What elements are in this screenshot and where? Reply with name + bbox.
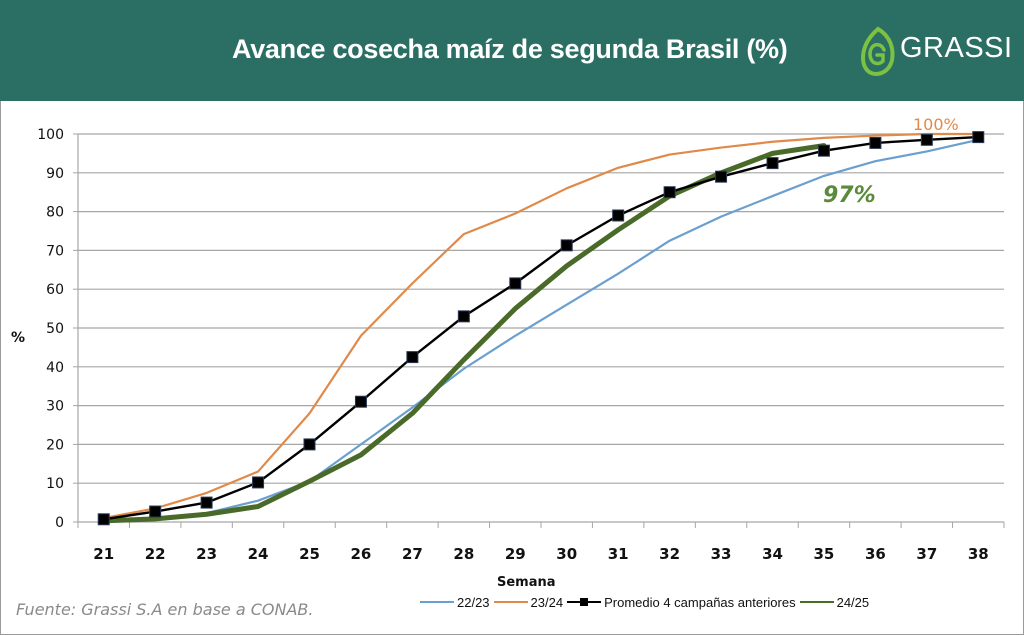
- x-tick-label: 26: [351, 545, 372, 563]
- series-23-24: [102, 132, 980, 520]
- legend-item-2223: 22/23: [420, 595, 490, 610]
- data-point-marker: [303, 438, 316, 451]
- x-tick-label: 37: [916, 545, 937, 563]
- series-group: [97, 131, 985, 526]
- y-tick-label: 0: [55, 515, 64, 531]
- x-tick-label: 21: [93, 545, 114, 563]
- legend-item-promedio: Promedio 4 campañas anteriores: [567, 595, 796, 610]
- source-note: Fuente: Grassi S.A en base a CONAB.: [16, 600, 314, 619]
- data-point-marker: [252, 476, 265, 489]
- x-tick-label: 34: [762, 545, 783, 563]
- data-point-marker: [766, 157, 779, 170]
- y-tick-label: 10: [46, 476, 64, 492]
- legend-label-2223: 22/23: [457, 594, 490, 610]
- series-line: [101, 143, 827, 524]
- data-point-marker: [509, 277, 522, 290]
- y-tick-label: 60: [46, 282, 64, 298]
- y-axis-label: %: [11, 330, 26, 346]
- x-tick-label: 35: [814, 545, 835, 563]
- series-24-25: [101, 143, 827, 524]
- series-22-23: [102, 138, 980, 522]
- data-point-marker: [149, 505, 162, 518]
- legend-label-promedio: Promedio 4 campañas anteriores: [604, 594, 796, 610]
- x-tick-label: 23: [196, 545, 217, 563]
- data-point-marker: [406, 351, 419, 364]
- x-tick-label: 28: [453, 545, 474, 563]
- header-banner: Avance cosecha maíz de segunda Brasil (%…: [0, 0, 1024, 101]
- x-axis-label: Semana: [497, 575, 556, 590]
- x-tick-label: 36: [865, 545, 886, 563]
- annotation-2324-100pct: 100%: [913, 115, 959, 134]
- y-tick-labels: 0 10 20 30 40 50 60 70 80 90 100: [37, 127, 64, 531]
- x-tick-label: 30: [556, 545, 577, 563]
- x-tick-label: 38: [968, 545, 989, 563]
- x-tick-label: 33: [711, 545, 732, 563]
- x-tick-label: 27: [402, 545, 423, 563]
- legend-swatch-promedio: [567, 598, 602, 606]
- x-tick-label: 31: [608, 545, 629, 563]
- y-tick-label: 70: [46, 243, 64, 259]
- legend: 22/23 23/24 Promedio 4 campañas anterior…: [420, 594, 873, 610]
- x-tick-label: 25: [299, 545, 320, 563]
- y-tick-label: 20: [46, 437, 64, 453]
- data-point-marker: [457, 310, 470, 323]
- data-point-marker: [920, 133, 933, 146]
- grassi-logo: GRASSI: [860, 26, 1012, 78]
- legend-swatch-2425: [799, 601, 834, 603]
- data-point-marker: [200, 496, 213, 509]
- y-tick-label: 80: [46, 205, 64, 221]
- legend-item-2425: 24/25: [799, 594, 870, 610]
- y-tick-label: 50: [46, 321, 64, 337]
- series-line: [102, 138, 980, 522]
- leaf-g-icon: [860, 26, 895, 76]
- data-point-marker: [354, 395, 367, 408]
- logo-text: GRASSI: [900, 32, 1013, 64]
- data-point-marker: [715, 170, 728, 183]
- series-line: [102, 132, 980, 520]
- x-tick-labels: 21 22 23 24 25 26 27 28 29 30 31 32 33 34 35 36 37 38: [93, 545, 988, 563]
- x-tick-label: 24: [248, 545, 269, 563]
- legend-swatch-2324: [493, 601, 528, 603]
- x-tick-label: 22: [145, 545, 166, 563]
- data-point-marker: [817, 144, 830, 157]
- x-tick-label: 29: [505, 545, 526, 563]
- annotation-2425-97pct: 97%: [823, 183, 876, 208]
- y-tick-label: 30: [46, 399, 64, 415]
- chart-title: Avance cosecha maíz de segunda Brasil (%…: [232, 34, 788, 64]
- square-marker-icon: [580, 598, 589, 606]
- legend-label-2324: 23/24: [530, 594, 564, 610]
- legend-item-2324: 23/24: [493, 594, 564, 610]
- data-point-marker: [612, 209, 625, 222]
- series-promedio-4-campa-as-anteriores: [97, 131, 985, 526]
- y-tick-label: 100: [37, 127, 64, 143]
- y-tick-label: 40: [46, 360, 64, 376]
- x-axis: [77, 134, 1005, 528]
- data-point-marker: [97, 513, 110, 526]
- data-point-marker: [869, 136, 882, 149]
- data-point-marker: [663, 186, 676, 199]
- legend-swatch-2223: [420, 601, 454, 603]
- x-tick-label: 32: [659, 545, 680, 563]
- legend-label-2425: 24/25: [836, 594, 870, 610]
- series-line: [102, 135, 980, 521]
- data-point-marker: [972, 131, 985, 144]
- y-tick-label: 90: [46, 166, 64, 182]
- data-point-marker: [560, 239, 573, 252]
